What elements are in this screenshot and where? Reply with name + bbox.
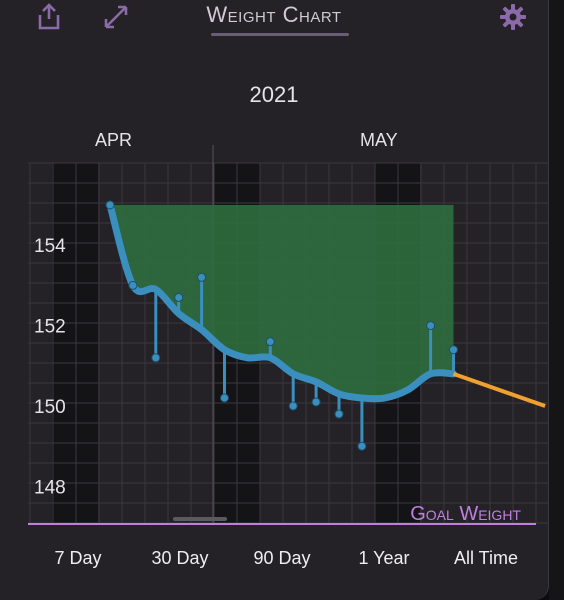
reading-point	[311, 397, 321, 407]
tab-30-day[interactable]: 30 Day	[151, 548, 209, 568]
reading-point	[426, 321, 436, 331]
expand-icon[interactable]	[101, 2, 131, 32]
reading-point	[288, 401, 298, 411]
projection-line	[452, 371, 546, 408]
goal-area	[110, 205, 454, 399]
tab-1-year[interactable]: 1 Year	[358, 548, 410, 568]
reading-point	[220, 393, 229, 403]
month-label-may: MAY	[360, 130, 398, 150]
reading-point	[105, 200, 115, 210]
goal-weight-label: Goal Weight	[410, 503, 521, 525]
header: Weight Chart	[0, 0, 548, 48]
month-label-apr: APR	[95, 130, 133, 150]
tab-7-day[interactable]: 7 Day	[54, 548, 102, 568]
share-icon[interactable]	[34, 2, 64, 32]
reading-point	[197, 272, 207, 282]
page-title: Weight Chart	[206, 2, 342, 27]
trend-line	[106, 201, 457, 403]
tab-all-time[interactable]: All Time	[453, 548, 518, 568]
y-tick-label: 152	[34, 317, 66, 338]
reading-point	[151, 353, 161, 363]
y-axis-labels: 148 150 152 154	[34, 236, 66, 498]
y-tick-label: 150	[34, 397, 66, 418]
window-edge	[549, 0, 564, 600]
reading-point	[449, 345, 458, 355]
reading-point	[174, 292, 184, 302]
tab-90-day[interactable]: 90 Day	[253, 548, 311, 568]
reading-points	[105, 200, 458, 451]
drag-handle[interactable]	[173, 517, 227, 521]
year-label: 2021	[249, 82, 299, 107]
title-underline	[211, 33, 349, 36]
reading-point	[128, 280, 138, 290]
range-tabs: 7 Day 30 Day 90 Day 1 Year All Time	[0, 548, 548, 576]
reading-point	[357, 441, 367, 451]
y-tick-label: 148	[34, 477, 66, 498]
gear-icon[interactable]	[498, 2, 528, 32]
y-tick-label: 154	[34, 236, 66, 257]
weight-chart[interactable]: 148 150 152 154 Goal Weight	[0, 145, 548, 525]
weight-chart-panel: Weight Chart 2021 APR MAY	[0, 0, 549, 600]
reading-point	[334, 409, 344, 419]
reading-point	[265, 337, 275, 347]
chart-grid	[28, 145, 548, 524]
